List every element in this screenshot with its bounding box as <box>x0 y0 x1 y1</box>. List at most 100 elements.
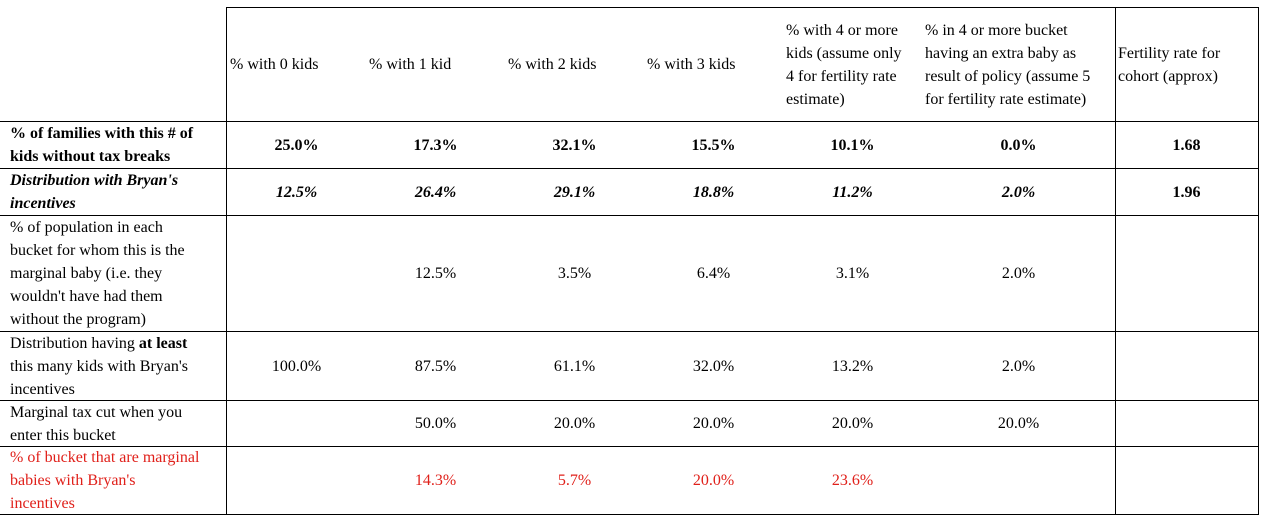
row-label-line: kids without tax breaks <box>10 148 171 165</box>
row-label-line: % of bucket that are marginal <box>10 449 200 466</box>
header-col4-line: kids (assume only <box>786 44 902 62</box>
row-label-line: % of families with this # of <box>10 125 194 142</box>
cell-incentives-4: 11.2% <box>832 183 873 201</box>
cell-at-least-1: 87.5% <box>414 357 457 375</box>
cell-baseline-2: 32.1% <box>552 136 597 154</box>
cell-baseline-1: 17.3% <box>413 136 458 154</box>
cell-incentives-2: 29.1% <box>553 183 596 201</box>
cell-marginal-bucket-fertility <box>1115 447 1258 514</box>
row-label-line: babies with Bryan's <box>10 472 136 489</box>
cell-marginal-pop-3: 6.4% <box>696 265 731 282</box>
header-col5: % in 4 or more bucket having an extra ba… <box>922 8 1115 121</box>
cell-tax-cut-5: 20.0% <box>997 415 1040 432</box>
row-label-line: this many kids with Bryan's <box>10 357 188 375</box>
row-label-line: Marginal tax cut when you <box>10 403 183 421</box>
grid-line <box>0 168 1259 169</box>
cell-tax-cut-1: 50.0% <box>414 415 457 432</box>
header-col5-line: result of policy (assume 5 <box>925 67 1091 85</box>
row-label-line: incentives <box>10 495 75 512</box>
row-label-line: bucket for whom this is the <box>10 242 185 259</box>
grid-line <box>0 514 1259 515</box>
row-label-line: wouldn't have had them <box>10 288 163 305</box>
cell-marginal-pop-2: 3.5% <box>557 265 592 282</box>
row-label-line: incentives <box>10 195 76 212</box>
header-fertility-line: cohort (approx) <box>1118 67 1218 85</box>
cell-marginal-pop-fertility <box>1115 216 1258 331</box>
cell-incentives-3: 18.8% <box>692 183 735 201</box>
grid-line <box>0 215 1259 216</box>
row-label-line: incentives <box>10 380 75 398</box>
header-col4-line: estimate) <box>786 90 845 108</box>
cell-marginal-bucket-5 <box>922 447 1115 514</box>
cell-baseline-3: 15.5% <box>691 136 736 154</box>
cell-incentives-0: 12.5% <box>275 183 318 201</box>
cell-marginal-bucket-0 <box>227 447 366 514</box>
grid-line <box>1115 7 1116 515</box>
header-fertility-line: Fertility rate for <box>1118 44 1221 62</box>
header-col3: % with 3 kids <box>644 8 783 121</box>
row-label-line: Distribution having at least <box>10 332 188 355</box>
row-label-line: without the program) <box>10 311 146 328</box>
grid-line <box>0 121 1259 122</box>
cell-tax-cut-3: 20.0% <box>692 415 735 432</box>
cell-baseline-0: 25.0% <box>274 136 319 154</box>
grid-line <box>1258 7 1259 515</box>
header-col1-text: % with 1 kid <box>369 56 452 73</box>
cell-incentives-5: 2.0% <box>1001 183 1036 201</box>
header-col0: % with 0 kids <box>227 8 366 121</box>
cell-baseline-fertility: 1.68 <box>1172 136 1201 154</box>
cell-marginal-bucket-2: 5.7% <box>557 472 592 489</box>
row-label-marginal-pop: % of population in each bucket for whom … <box>1 216 227 331</box>
cell-incentives-1: 26.4% <box>414 183 457 201</box>
cell-baseline-4: 10.1% <box>830 136 875 154</box>
grid-line <box>226 7 1259 8</box>
cell-at-least-2: 61.1% <box>553 357 596 375</box>
cell-marginal-pop-4: 3.1% <box>835 265 870 282</box>
cell-at-least-4: 13.2% <box>831 357 874 375</box>
row-label-incentives: Distribution with Bryan's incentives <box>1 169 227 215</box>
row-label-baseline: % of families with this # of kids withou… <box>1 122 227 168</box>
row-label-tax-cut: Marginal tax cut when you enter this buc… <box>1 401 227 446</box>
header-fertility: Fertility rate for cohort (approx) <box>1115 8 1258 121</box>
row-label-marginal-bucket: % of bucket that are marginal babies wit… <box>1 447 227 514</box>
row-label-line: % of population in each <box>10 219 163 236</box>
header-col5-line: for fertility rate estimate) <box>925 90 1087 108</box>
cell-marginal-pop-5: 2.0% <box>1001 265 1036 282</box>
grid-line <box>0 331 1259 332</box>
cell-marginal-bucket-3: 20.0% <box>692 472 735 489</box>
cell-tax-cut-0 <box>227 401 366 446</box>
row-label-line: enter this bucket <box>10 426 116 444</box>
header-col3-text: % with 3 kids <box>647 56 736 73</box>
cell-marginal-bucket-1: 14.3% <box>414 472 457 489</box>
header-col2: % with 2 kids <box>505 8 644 121</box>
cell-marginal-bucket-4: 23.6% <box>831 472 874 489</box>
header-col4-line: 4 for fertility rate <box>786 67 897 85</box>
row-label-emphasis: at least <box>138 334 188 352</box>
cell-at-least-fertility <box>1115 332 1258 400</box>
header-col0-text: % with 0 kids <box>230 56 319 73</box>
grid-line <box>0 400 1259 401</box>
row-label-line: marginal baby (i.e. they <box>10 265 163 282</box>
header-col5-line: having an extra baby as <box>925 44 1077 62</box>
cell-marginal-pop-0 <box>227 216 366 331</box>
row-label-at-least: Distribution having at least this many k… <box>1 332 227 400</box>
cell-marginal-pop-1: 12.5% <box>414 265 457 282</box>
header-col4-line: % with 4 or more <box>786 21 898 39</box>
cell-at-least-0: 100.0% <box>271 357 322 375</box>
grid-line <box>0 446 1259 447</box>
header-col1: % with 1 kid <box>366 8 505 121</box>
cell-incentives-fertility: 1.96 <box>1172 183 1201 201</box>
row-label-text: Distribution having <box>10 334 139 352</box>
grid-line <box>226 7 227 515</box>
row-label-line: Distribution with Bryan's <box>10 172 179 189</box>
header-col5-line: % in 4 or more bucket <box>925 21 1068 39</box>
cell-tax-cut-fertility <box>1115 401 1258 446</box>
cell-tax-cut-4: 20.0% <box>831 415 874 432</box>
cell-at-least-3: 32.0% <box>692 357 735 375</box>
header-col4: % with 4 or more kids (assume only 4 for… <box>783 8 922 121</box>
cell-tax-cut-2: 20.0% <box>553 415 596 432</box>
header-col2-text: % with 2 kids <box>508 56 597 73</box>
cell-at-least-5: 2.0% <box>1001 357 1036 375</box>
cell-baseline-5: 0.0% <box>1000 136 1037 154</box>
